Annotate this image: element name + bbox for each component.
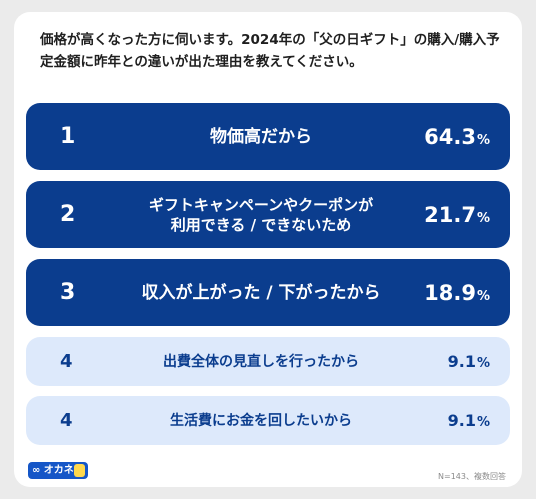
survey-card: 価格が高くなった方に伺います。2024年の「父の日ギフト」の購入/購入予定金額に… bbox=[14, 12, 522, 487]
okaneko-logo: ∞ オカネコ bbox=[28, 462, 88, 479]
reason-label-line: 生活費にお金を回したいから bbox=[170, 412, 352, 429]
percent-value: 21.7% bbox=[424, 203, 490, 227]
value-number: 9.1 bbox=[447, 352, 476, 371]
value-number: 18.9 bbox=[424, 280, 476, 305]
sample-note: N=143、複数回答 bbox=[438, 472, 506, 481]
value-number: 21.7 bbox=[424, 202, 476, 227]
percent-value: 64.3% bbox=[424, 125, 490, 149]
logo-text: ∞ オカネコ bbox=[32, 465, 84, 476]
reason-label-line: ギフトキャンペーンやクーポンが bbox=[148, 195, 374, 214]
percent-sign: % bbox=[476, 132, 490, 148]
reason-label: ギフトキャンペーンやクーポンが 利用できる / できないため bbox=[116, 195, 406, 235]
reason-label-line: 出費全体の見直しを行ったから bbox=[163, 353, 359, 370]
rank-number: 3 bbox=[60, 280, 76, 305]
reason-label-line: 利用できる / できないため bbox=[170, 215, 352, 234]
reason-label-line: 物価高だから bbox=[210, 126, 312, 147]
rank-number: 4 bbox=[60, 351, 73, 372]
ranking-row-4b: 4 生活費にお金を回したいから 9.1% bbox=[26, 396, 510, 445]
question-text: 価格が高くなった方に伺います。2024年の「父の日ギフト」の購入/購入予定金額に… bbox=[40, 32, 500, 70]
reason-label: 出費全体の見直しを行ったから bbox=[116, 352, 406, 372]
percent-sign: % bbox=[476, 356, 490, 371]
reason-label: 生活費にお金を回したいから bbox=[116, 411, 406, 431]
cat-mascot-icon bbox=[74, 464, 85, 477]
ranking-row-1: 1 物価高だから 64.3% bbox=[26, 103, 510, 170]
percent-value: 9.1% bbox=[448, 352, 490, 371]
value-number: 64.3 bbox=[424, 124, 476, 149]
ranking-row-2: 2 ギフトキャンペーンやクーポンが 利用できる / できないため 21.7% bbox=[26, 181, 510, 248]
reason-label: 収入が上がった / 下がったから bbox=[116, 283, 406, 303]
reason-label-line: 収入が上がった / 下がったから bbox=[141, 282, 381, 303]
percent-value: 9.1% bbox=[448, 411, 490, 430]
percent-value: 18.9% bbox=[424, 281, 490, 305]
ranking-row-4a: 4 出費全体の見直しを行ったから 9.1% bbox=[26, 337, 510, 386]
percent-sign: % bbox=[476, 210, 490, 226]
percent-sign: % bbox=[476, 288, 490, 304]
rank-number: 1 bbox=[60, 124, 76, 149]
percent-sign: % bbox=[476, 415, 490, 430]
rank-number: 2 bbox=[60, 202, 76, 227]
rank-number: 4 bbox=[60, 410, 73, 431]
value-number: 9.1 bbox=[447, 411, 476, 430]
ranking-row-3: 3 収入が上がった / 下がったから 18.9% bbox=[26, 259, 510, 326]
reason-label: 物価高だから bbox=[116, 127, 406, 147]
